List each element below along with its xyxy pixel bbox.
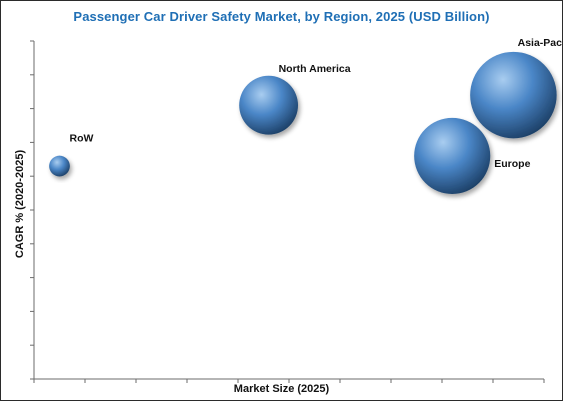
y-axis-ticks bbox=[30, 40, 34, 380]
y-axis-label: CAGR % (2020-2025) bbox=[14, 149, 26, 259]
x-axis-ticks bbox=[33, 379, 545, 383]
bubble-label-row: RoW bbox=[70, 133, 94, 145]
chart-title: Passenger Car Driver Safety Market, by R… bbox=[73, 9, 490, 24]
bubble-label-north-america: North America bbox=[279, 63, 351, 75]
x-axis-label: Market Size (2025) bbox=[233, 383, 330, 395]
bubble-asia-pacific bbox=[470, 51, 557, 139]
bubble-europe bbox=[414, 117, 491, 194]
bubble-label-europe: Europe bbox=[494, 158, 530, 170]
bubble-labels: RoW North America Europe Asia-Pacific bbox=[70, 37, 563, 170]
bubble-north-america bbox=[239, 75, 299, 135]
bubbles bbox=[49, 51, 557, 194]
bubble-label-asia-pacific: Asia-Pacific bbox=[518, 37, 562, 49]
bubble-row bbox=[49, 155, 70, 177]
